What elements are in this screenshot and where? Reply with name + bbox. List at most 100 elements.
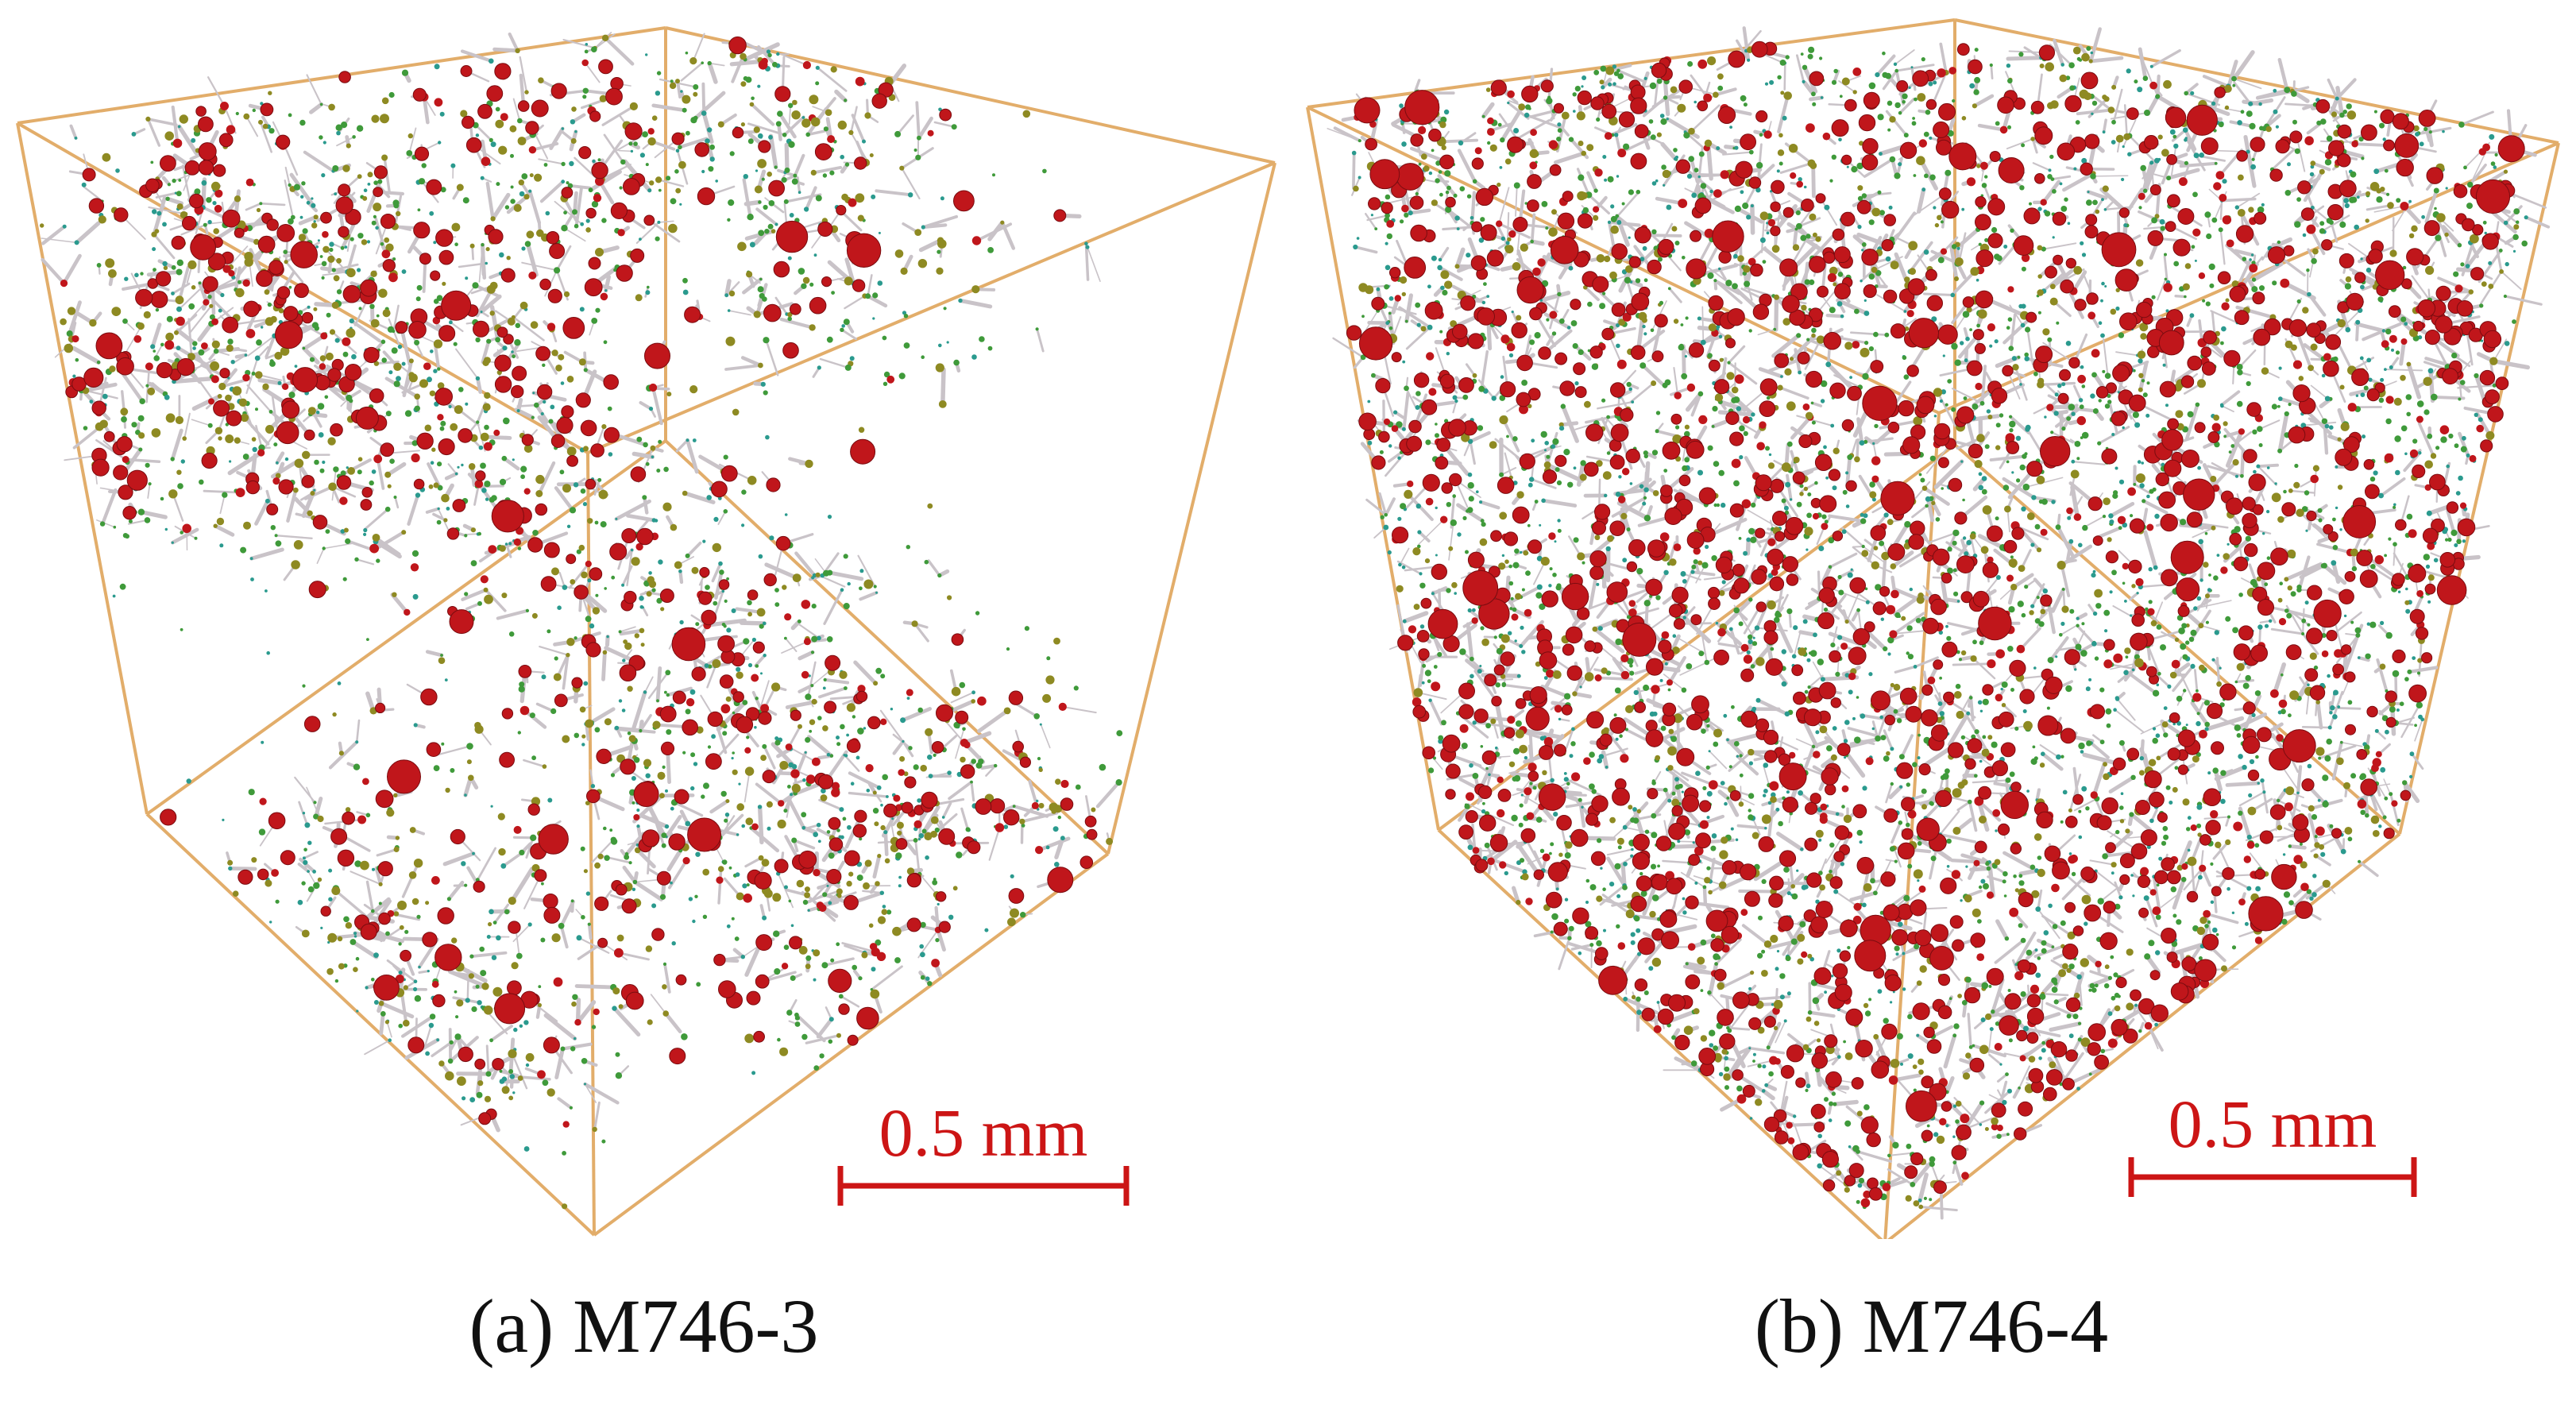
- pore-sphere: [757, 84, 761, 88]
- pore-sphere: [913, 820, 922, 828]
- pore-sphere: [439, 426, 445, 431]
- pore-sphere: [538, 985, 542, 989]
- pore-throat: [303, 484, 334, 500]
- pore-sphere: [222, 492, 228, 498]
- pore-sphere: [386, 809, 395, 817]
- pore-sphere: [1033, 713, 1040, 720]
- pore-sphere: [526, 230, 535, 239]
- pore-throat: [2257, 463, 2279, 468]
- pore-throat: [818, 798, 843, 811]
- pore-sphere: [763, 337, 770, 344]
- pore-sphere: [187, 353, 195, 361]
- pore-sphere: [517, 546, 522, 550]
- pore-sphere: [563, 210, 567, 215]
- pore-sphere: [334, 338, 340, 343]
- pore-throat: [512, 98, 521, 122]
- pore-sphere: [817, 774, 834, 789]
- pore-sphere: [531, 415, 535, 419]
- pore-sphere: [373, 361, 380, 366]
- pore-sphere: [355, 740, 359, 744]
- pore-throat: [1530, 478, 1557, 489]
- pore-sphere: [960, 739, 969, 747]
- pore-sphere: [817, 221, 833, 237]
- pore-sphere: [294, 458, 304, 469]
- pore-sphere: [138, 432, 145, 439]
- pore-sphere: [645, 461, 650, 466]
- pore-sphere: [722, 731, 728, 736]
- pore-sphere: [804, 751, 807, 754]
- pore-sphere: [436, 1038, 439, 1042]
- pore-sphere: [798, 724, 802, 729]
- pore-sphere: [604, 587, 607, 590]
- pore-sphere: [758, 362, 763, 369]
- pore-sphere: [781, 963, 789, 970]
- pore-sphere: [1106, 837, 1114, 845]
- pore-sphere: [457, 1076, 466, 1087]
- pore-sphere: [946, 341, 949, 344]
- pore-sphere: [562, 585, 568, 590]
- pore-sphere: [906, 867, 915, 875]
- pore-sphere: [530, 321, 539, 329]
- pore-throat: [2238, 791, 2265, 807]
- pore-sphere: [504, 909, 510, 915]
- pore-sphere: [309, 357, 315, 362]
- pore-sphere: [553, 673, 562, 681]
- pore-sphere: [313, 882, 320, 890]
- pore-sphere: [227, 338, 234, 345]
- pore-sphere: [709, 144, 715, 150]
- pore-throat: [2166, 168, 2200, 180]
- pore-throat: [124, 457, 161, 464]
- pore-sphere: [815, 81, 820, 86]
- pore-sphere: [254, 355, 261, 361]
- pore-sphere: [744, 1033, 755, 1044]
- pore-throat: [512, 316, 545, 342]
- pore-sphere: [883, 371, 890, 378]
- pore-throat: [213, 523, 235, 537]
- pore-sphere: [214, 189, 223, 198]
- pore-sphere: [312, 870, 316, 874]
- pore-sphere: [288, 113, 292, 118]
- pore-throat: [2504, 295, 2543, 306]
- pore-sphere: [40, 223, 44, 228]
- pore-sphere: [540, 576, 557, 592]
- pore-throat: [915, 101, 921, 140]
- pore-sphere: [717, 866, 724, 872]
- pore-sphere: [498, 145, 508, 155]
- pore-sphere: [941, 816, 945, 819]
- pore-sphere: [375, 226, 379, 230]
- pore-throat: [265, 334, 276, 358]
- pore-sphere: [319, 468, 325, 473]
- pore-sphere: [875, 881, 880, 886]
- pore-sphere: [937, 902, 940, 906]
- pore-sphere: [913, 149, 917, 152]
- pore-throat: [601, 105, 635, 126]
- pore-sphere: [880, 674, 886, 679]
- pore-sphere: [718, 980, 736, 998]
- pore-sphere: [561, 187, 574, 199]
- pore-sphere: [639, 237, 642, 241]
- pore-sphere: [562, 1203, 568, 1210]
- pore-sphere: [333, 275, 340, 282]
- pore-sphere: [151, 428, 161, 438]
- pore-sphere: [140, 272, 144, 276]
- pore-throat: [171, 527, 199, 545]
- pore-sphere: [278, 307, 284, 314]
- pore-sphere: [294, 365, 298, 368]
- pore-throat: [257, 377, 282, 385]
- pore-sphere: [540, 412, 544, 415]
- pore-sphere: [486, 284, 496, 294]
- pore-sphere: [527, 803, 540, 816]
- pore-sphere: [404, 608, 411, 616]
- pore-throat: [1396, 560, 1422, 575]
- pore-sphere: [759, 623, 764, 629]
- pore-sphere: [72, 374, 76, 378]
- pore-throat: [655, 723, 683, 728]
- pore-sphere: [843, 894, 859, 910]
- pore-sphere: [619, 664, 637, 682]
- pore-sphere: [791, 110, 801, 120]
- pore-sphere: [770, 229, 776, 234]
- pore-throat: [301, 345, 320, 365]
- pore-sphere: [579, 706, 586, 713]
- pore-throat: [2073, 797, 2098, 812]
- pore-sphere: [633, 141, 638, 146]
